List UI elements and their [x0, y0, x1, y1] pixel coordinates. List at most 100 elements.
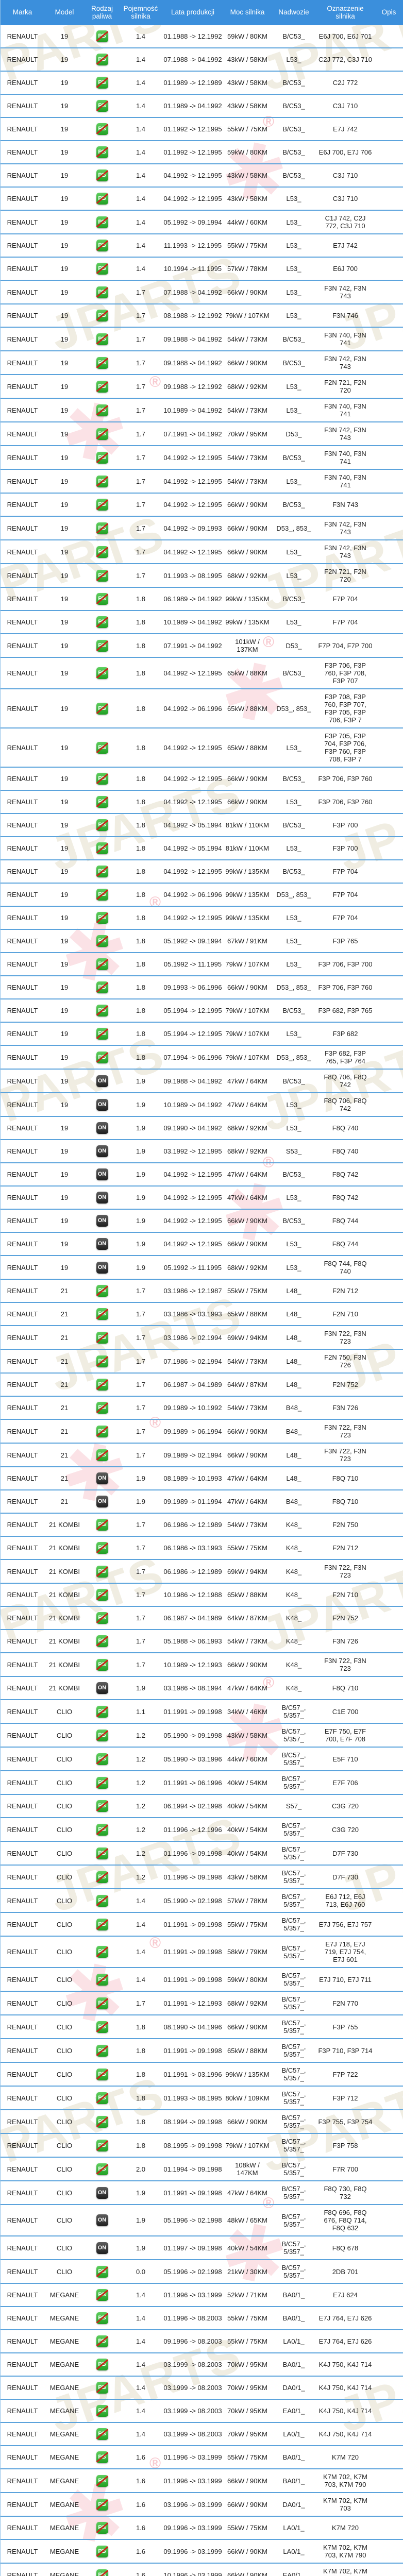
cell-pojemnosc-silnika: 1.9 [136, 1475, 146, 1482]
cell-opis [374, 1782, 403, 1784]
table-row: RENAULT 19 ON 1.9 05.1992 -> 11.1995 68kW / 9… [1, 1256, 403, 1280]
cell-marka: RENAULT [7, 1451, 38, 1459]
cell-pojemnosc-silnika: 1.2 [136, 1873, 146, 1881]
cell-moc-silnika: 47kW / 64KM [227, 1498, 268, 1505]
cell-pojemnosc-silnika: 1.7 [136, 524, 146, 532]
cell-pojemnosc-silnika: 1.4 [136, 125, 146, 133]
cell-marka: RENAULT [7, 265, 38, 273]
cell-model: CLIO [56, 1873, 73, 1881]
cell-nadwozie: L53_ [286, 914, 301, 922]
cell-opis [374, 2270, 403, 2273]
cell-nadwozie: K48_ [286, 1521, 302, 1529]
cell-model: CLIO [56, 1948, 73, 1956]
cell-marka: RENAULT [7, 1263, 38, 1272]
cell-model: 19 [60, 1147, 69, 1155]
cell-model: 21 KOMBI [49, 1591, 80, 1599]
cell-marka: RENAULT [7, 1427, 38, 1435]
petrol-icon: PB [96, 1542, 108, 1554]
cell-moc-silnika: 34kW / 46KM [227, 1707, 268, 1716]
cell-model: 19 [60, 798, 69, 806]
cell-rodzaj-paliwa: ON [85, 1098, 120, 1112]
cell-rodzaj-paliwa: PB [85, 911, 120, 925]
cell-pojemnosc-silnika: 1.4 [136, 2361, 146, 2368]
cell-opis [374, 2410, 403, 2412]
cell-lata-produkcji: 03.1999 -> 08.2003 [163, 2407, 222, 2415]
petrol-icon: PB [96, 2405, 108, 2417]
petrol-icon: PB [96, 2265, 108, 2278]
petrol-icon: PB [96, 1051, 108, 1063]
cell-model: 19 [60, 775, 69, 783]
cell-moc-silnika: 58kW / 79KM [227, 1948, 268, 1956]
cell-nadwozie: B/C57_, 5/357_ [281, 2161, 306, 2177]
cell-rodzaj-paliwa: PB [85, 239, 120, 252]
cell-oznaczenie-silnika: K7M 702, K7M 703 [323, 2567, 367, 2576]
cell-pojemnosc-silnika: 1.7 [136, 571, 146, 580]
cell-marka: RENAULT [7, 821, 38, 829]
cell-nadwozie: L53_ [286, 571, 301, 580]
cell-pojemnosc-silnika: 1.7 [136, 288, 146, 296]
cell-pojemnosc-silnika: 1.2 [136, 1802, 146, 1810]
diesel-icon: ON [96, 1215, 108, 1227]
cell-opis [374, 1104, 403, 1106]
cell-moc-silnika: 54kW / 73KM [227, 1637, 268, 1645]
cell-moc-silnika: 55kW / 75KM [227, 2314, 268, 2322]
cell-lata-produkcji: 10.1989 -> 04.1992 [163, 1100, 222, 1109]
petrol-icon: PB [96, 1847, 108, 1859]
table-row: RENAULT 19 PB 1.4 05.1992 -> 09.1994 44kW / 6… [1, 211, 403, 234]
petrol-icon: PB [96, 1823, 108, 1836]
cell-marka: RENAULT [7, 406, 38, 414]
cell-lata-produkcji: 04.1992 -> 12.1995 [163, 798, 222, 806]
cell-rodzaj-paliwa: ON [85, 1074, 120, 1088]
cell-model: CLIO [56, 1825, 73, 1834]
table-row: RENAULT 19 PB 1.4 01.1992 -> 12.1995 55kW / 7… [1, 118, 403, 141]
cell-moc-silnika: 65kW / 88KM [227, 743, 268, 752]
cell-pojemnosc-silnika: 1.7 [136, 1451, 146, 1459]
cell-model: 19 [60, 595, 69, 603]
cell-opis [374, 1313, 403, 1315]
cell-lata-produkcji: 04.1992 -> 12.1995 [163, 775, 222, 783]
cell-pojemnosc-silnika: 1.8 [136, 868, 146, 875]
table-row: RENAULT 19 PB 1.7 09.1988 -> 04.1992 66kW / 9… [1, 351, 403, 375]
cell-moc-silnika: 81kW / 110KM [225, 844, 270, 852]
cell-model: 19 [60, 56, 69, 63]
cell-moc-silnika: 66kW / 90KM [227, 2547, 268, 2555]
cell-marka: RENAULT [7, 1825, 38, 1834]
cell-nadwozie: S57_ [286, 1802, 302, 1810]
cell-model: 19 [60, 618, 69, 626]
cell-pojemnosc-silnika: 1.8 [136, 891, 146, 899]
table-row: RENAULT 21 KOMBI PB 1.7 06.1986 -> 03.1993 55… [1, 1537, 403, 1560]
cell-nadwozie: BA0/1_ [282, 2291, 305, 2299]
cell-lata-produkcji: 07.1994 -> 06.1996 [163, 1053, 222, 1061]
cell-rodzaj-paliwa: ON [85, 1681, 120, 1695]
cell-marka: RENAULT [7, 1404, 38, 1412]
cell-rodzaj-paliwa: PB [85, 332, 120, 346]
cell-model: 21 KOMBI [49, 1684, 80, 1692]
cell-moc-silnika: 43kW / 58KM [227, 56, 268, 63]
cell-nadwozie: B48_ [286, 1498, 302, 1505]
cell-nadwozie: B/C53_ [282, 595, 305, 603]
cell-nadwozie: B/C53_ [282, 669, 305, 677]
cell-nadwozie: B/C53_ [282, 148, 305, 156]
cell-pojemnosc-silnika: 1.7 [136, 1287, 146, 1295]
cell-lata-produkcji: 06.1989 -> 04.1992 [163, 595, 222, 603]
cell-model: 21 KOMBI [49, 1544, 80, 1552]
petrol-icon: PB [96, 77, 108, 89]
cell-lata-produkcji: 04.1992 -> 12.1995 [163, 743, 222, 752]
cell-lata-produkcji: 09.1990 -> 04.1992 [163, 1124, 222, 1132]
cell-rodzaj-paliwa: PB [85, 592, 120, 606]
cell-pojemnosc-silnika: 1.8 [136, 669, 146, 677]
cell-pojemnosc-silnika: 1.9 [136, 1684, 146, 1692]
cell-pojemnosc-silnika: 1.8 [136, 960, 146, 968]
petrol-icon: PB [96, 286, 108, 298]
table-row: RENAULT 21 PB 1.7 07.1986 -> 02.1994 54kW / 7… [1, 1350, 403, 1374]
cell-opis [374, 504, 403, 506]
cell-nadwozie: B/C57_, 5/357_ [281, 1751, 306, 1767]
table-row: RENAULT CLIO ON 1.9 05.1996 -> 02.1998 48kW /… [1, 2205, 403, 2236]
table-row: RENAULT 19 PB 1.8 04.1992 -> 05.1994 81kW / 1… [1, 814, 403, 837]
cell-oznaczenie-silnika: F2N 750 [332, 1521, 358, 1529]
cell-model: 19 [60, 172, 69, 179]
cell-model: CLIO [56, 2023, 73, 2031]
cell-model: CLIO [56, 2117, 73, 2126]
petrol-icon: PB [96, 522, 108, 534]
